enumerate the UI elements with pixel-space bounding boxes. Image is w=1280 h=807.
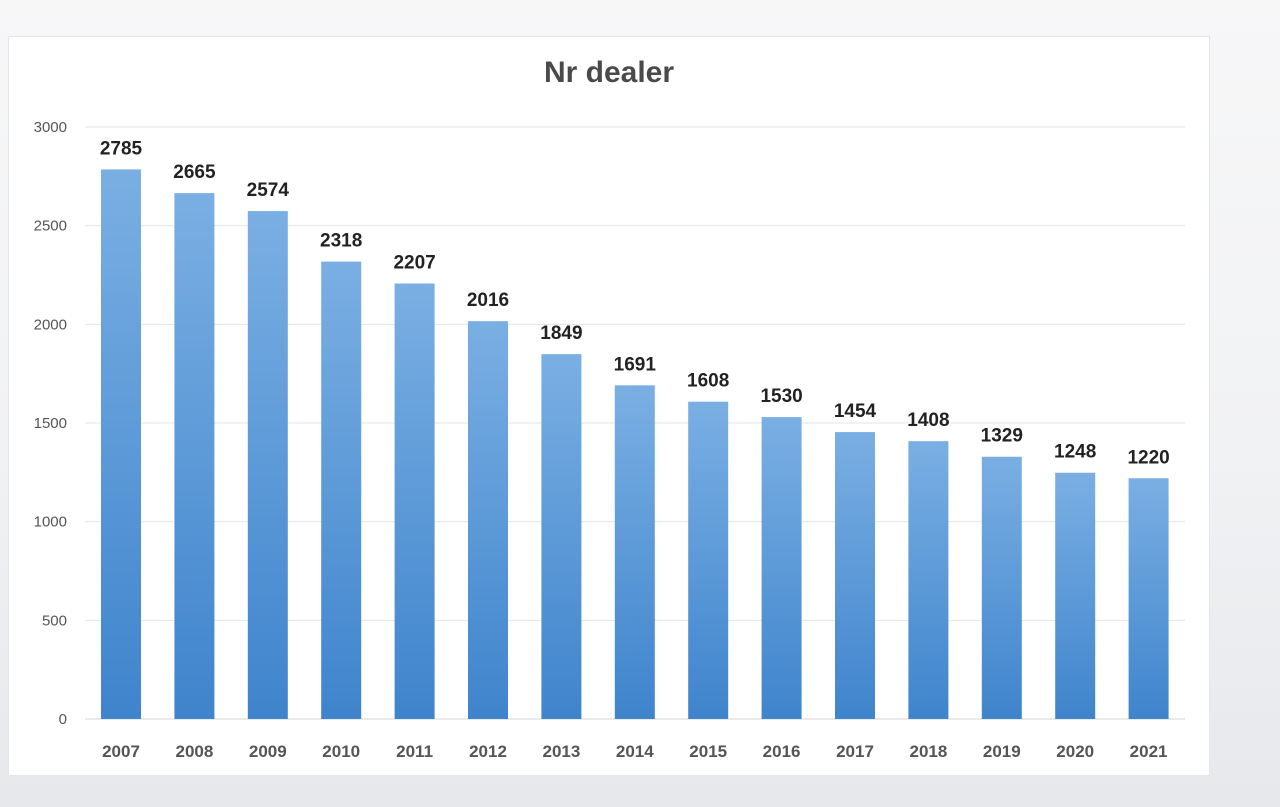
data-label-2011: 2207 (393, 252, 435, 273)
data-label-2020: 1248 (1054, 442, 1096, 463)
x-tick-label-2018: 2018 (909, 742, 947, 761)
x-tick-label-2016: 2016 (763, 742, 801, 761)
y-axis-ticks: 0 500 1000 1500 2000 2500 3000 (34, 119, 67, 728)
x-tick-label-2015: 2015 (689, 742, 727, 761)
x-tick-label-2011: 2011 (396, 742, 433, 761)
bar-2019 (981, 456, 1022, 719)
data-label-2018: 1408 (907, 410, 949, 431)
bar-2021 (1128, 478, 1169, 719)
bar-2014 (614, 385, 655, 719)
y-tick-label: 2000 (34, 316, 67, 333)
y-tick-label: 0 (59, 711, 67, 728)
bar-2013 (541, 354, 582, 719)
bar-2012 (468, 321, 508, 719)
x-tick-label-2014: 2014 (616, 742, 654, 761)
bar-2009 (247, 211, 288, 719)
data-labels: 2785 2665 2574 2318 2207 2016 1849 1691 1608 1530… (100, 138, 1170, 468)
x-tick-label-2009: 2009 (249, 742, 287, 761)
bars (101, 169, 1169, 720)
bar-2010 (321, 261, 362, 719)
x-tick-label-2020: 2020 (1056, 742, 1094, 761)
data-label-2013: 1849 (540, 323, 582, 344)
x-tick-label-2008: 2008 (175, 742, 213, 761)
y-tick-label: 2500 (34, 218, 67, 235)
bar-2016 (761, 417, 802, 719)
bar-2017 (835, 432, 875, 719)
x-tick-label-2007: 2007 (102, 742, 140, 761)
y-tick-label: 1000 (34, 514, 67, 531)
x-tick-label-2010: 2010 (322, 742, 360, 761)
x-axis-ticks: 2007 2008 2009 2010 2011 2012 2013 2014 2015 2016… (102, 742, 1167, 761)
bar-2007 (101, 169, 141, 720)
data-label-2019: 1329 (981, 426, 1023, 447)
x-tick-label-2013: 2013 (542, 742, 580, 761)
bar-2015 (688, 401, 729, 719)
bar-2018 (908, 441, 949, 719)
bar-2008 (174, 193, 215, 719)
data-label-2010: 2318 (320, 231, 362, 252)
data-label-2007: 2785 (100, 138, 143, 159)
x-tick-label-2019: 2019 (983, 742, 1021, 761)
data-label-2016: 1530 (760, 386, 802, 407)
bar-2020 (1055, 472, 1096, 719)
x-tick-label-2021: 2021 (1130, 742, 1168, 761)
data-label-2012: 2016 (467, 290, 509, 311)
y-tick-label: 1500 (34, 415, 67, 432)
data-label-2015: 1608 (687, 371, 729, 392)
data-label-2017: 1454 (834, 401, 877, 422)
chart-title: Nr dealer (543, 56, 675, 89)
y-tick-label: 500 (42, 612, 67, 629)
data-label-2014: 1691 (614, 354, 657, 375)
data-label-2021: 1220 (1127, 447, 1169, 468)
x-tick-label-2012: 2012 (469, 742, 507, 761)
bar-2011 (394, 283, 435, 719)
data-label-2009: 2574 (247, 180, 290, 201)
data-label-2008: 2665 (173, 162, 216, 183)
y-tick-label: 3000 (34, 119, 67, 136)
x-tick-label-2017: 2017 (836, 742, 874, 761)
